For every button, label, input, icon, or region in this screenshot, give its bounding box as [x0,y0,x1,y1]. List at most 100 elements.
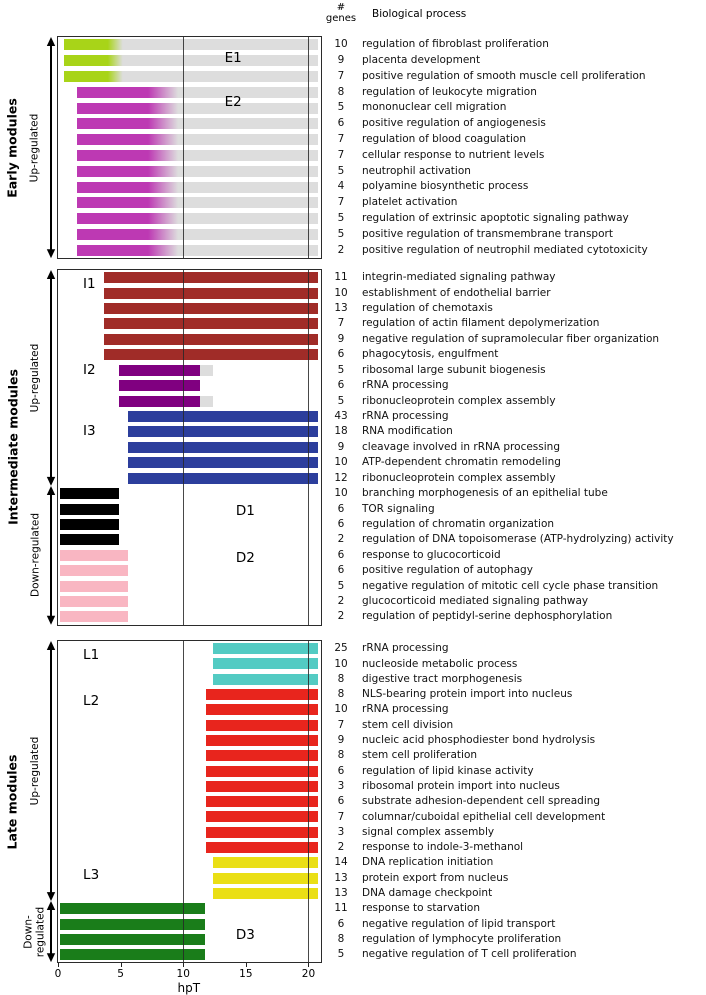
gene-count: 6 [337,564,345,577]
process-label: rRNA processing [362,409,449,422]
process-label: positive regulation of angiogenesis [362,117,546,130]
gene-count: 5 [337,363,345,376]
panel-title-text: Early modules [5,97,20,198]
process-label: mononuclear cell migration [362,101,507,114]
bar-L1 [213,673,319,685]
process-label: ribonucleoprotein complex assembly [362,394,556,407]
bar-I1 [104,303,319,315]
gene-count: 2 [337,595,345,608]
gene-count: 5 [337,101,345,114]
process-label: regulation of actin filament depolymeriz… [362,317,600,330]
process-label: regulation of peptidyl-serine dephosphor… [362,610,613,623]
module-label-L3: L3 [83,867,100,884]
process-label: placenta development [362,54,481,66]
process-label: neutrophil activation [362,164,471,177]
gene-count: 6 [337,502,345,515]
gene-count: 13 [334,887,348,899]
gene-count: 2 [337,533,345,546]
plot-area-2 [57,640,322,964]
double-arrow-icon [46,37,56,259]
bar-L1 [213,658,319,670]
gene-count: 8 [337,749,345,762]
bar-E2 [76,165,319,177]
x-tick-mark [308,963,310,968]
bar-E2 [76,181,319,193]
bar-I1 [104,349,319,361]
process-label: cleavage involved in rRNA processing [362,440,560,453]
process-label: negative regulation of lipid transport [362,917,556,930]
bar-I1 [104,272,319,284]
bar-L2 [205,811,319,823]
bar-L3 [213,887,319,899]
process-label: integrin-mediated signaling pathway [362,271,556,284]
module-label-L1: L1 [83,646,100,663]
gene-count: 8 [337,688,345,701]
gene-count: 6 [337,348,345,361]
process-label: positive regulation of neutrophil mediat… [362,243,648,256]
gridline-20 [308,270,310,625]
plot-area-1 [57,269,322,626]
bar-D3 [59,903,205,915]
process-label: polyamine biosynthetic process [362,180,529,193]
bar-L2 [205,750,319,762]
bar-L2 [205,826,319,838]
down-regulated-arrow [45,901,57,963]
gene-count: 8 [337,672,345,685]
bar-L2 [205,734,319,746]
panel-title-2: Late modules [5,641,20,962]
bar-L2 [205,796,319,808]
bar-L2 [205,704,319,716]
x-axis-label: hpT [177,981,201,995]
x-tick-mark [183,963,185,968]
up-regulated-label: Up-regulated [29,641,41,901]
process-label: regulation of leukocyte migration [362,85,537,98]
process-label: regulation of chromatin organization [362,517,555,530]
bar-L2 [205,689,319,701]
process-label: negative regulation of T cell proliferat… [362,948,577,961]
process-label: digestive tract morphogenesis [362,672,523,685]
double-arrow-icon [46,270,56,486]
process-label: signal complex assembly [362,825,495,838]
process-label: regulation of DNA topoisomerase (ATP-hyd… [362,533,674,546]
bar-D2 [59,596,129,608]
gene-count: 18 [334,425,348,438]
process-label: nucleic acid phosphodiester bond hydroly… [362,734,596,746]
gene-count: 8 [337,932,345,945]
genes-column-header: # genes [323,2,359,24]
gridline-20 [308,37,310,259]
bar-I3 [128,457,319,469]
gene-count: 7 [337,148,345,161]
bar-E2 [76,86,319,98]
bar-D3 [59,933,205,945]
gene-count: 6 [337,517,345,530]
module-label-E2: E2 [224,93,242,110]
gene-count: 3 [337,779,345,792]
process-label: regulation of chemotaxis [362,302,493,315]
bar-L3 [213,872,319,884]
gene-count: 7 [337,69,345,82]
process-label: nucleoside metabolic process [362,657,518,670]
process-label: protein export from nucleus [362,871,509,884]
bar-D1 [59,518,120,530]
process-label: regulation of blood coagulation [362,133,526,145]
bar-I2 [119,395,200,407]
bar-D1 [59,534,120,546]
module-label-D3: D3 [235,926,255,943]
module-label-D1: D1 [235,502,255,519]
process-label: stem cell proliferation [362,749,478,762]
process-label: rRNA processing [362,703,449,716]
module-label-I3: I3 [83,423,96,440]
gridline-20 [308,641,310,963]
gene-count: 6 [337,917,345,930]
panel-title-0: Early modules [5,37,20,258]
gridline-10 [183,270,185,625]
gene-count: 5 [337,948,345,961]
double-arrow-icon [46,485,56,625]
genes-header-line1: # [336,2,346,13]
bar-E2 [76,197,319,209]
module-label-L2: L2 [83,692,100,709]
process-label: positive regulation of transmembrane tra… [362,227,613,240]
regulation-label-line: regulated [34,906,47,957]
gridline-10 [183,37,185,259]
